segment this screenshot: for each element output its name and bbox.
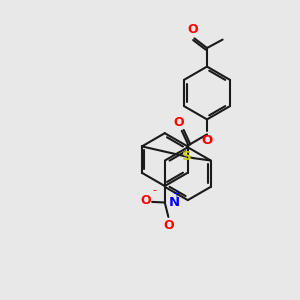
Text: +: + bbox=[172, 189, 180, 199]
Text: O: O bbox=[173, 116, 184, 129]
Text: O: O bbox=[163, 219, 174, 232]
Text: -: - bbox=[153, 185, 157, 195]
Text: O: O bbox=[201, 134, 213, 147]
Text: O: O bbox=[140, 194, 151, 207]
Text: O: O bbox=[188, 23, 198, 36]
Text: S: S bbox=[182, 150, 192, 163]
Text: N: N bbox=[168, 196, 179, 209]
